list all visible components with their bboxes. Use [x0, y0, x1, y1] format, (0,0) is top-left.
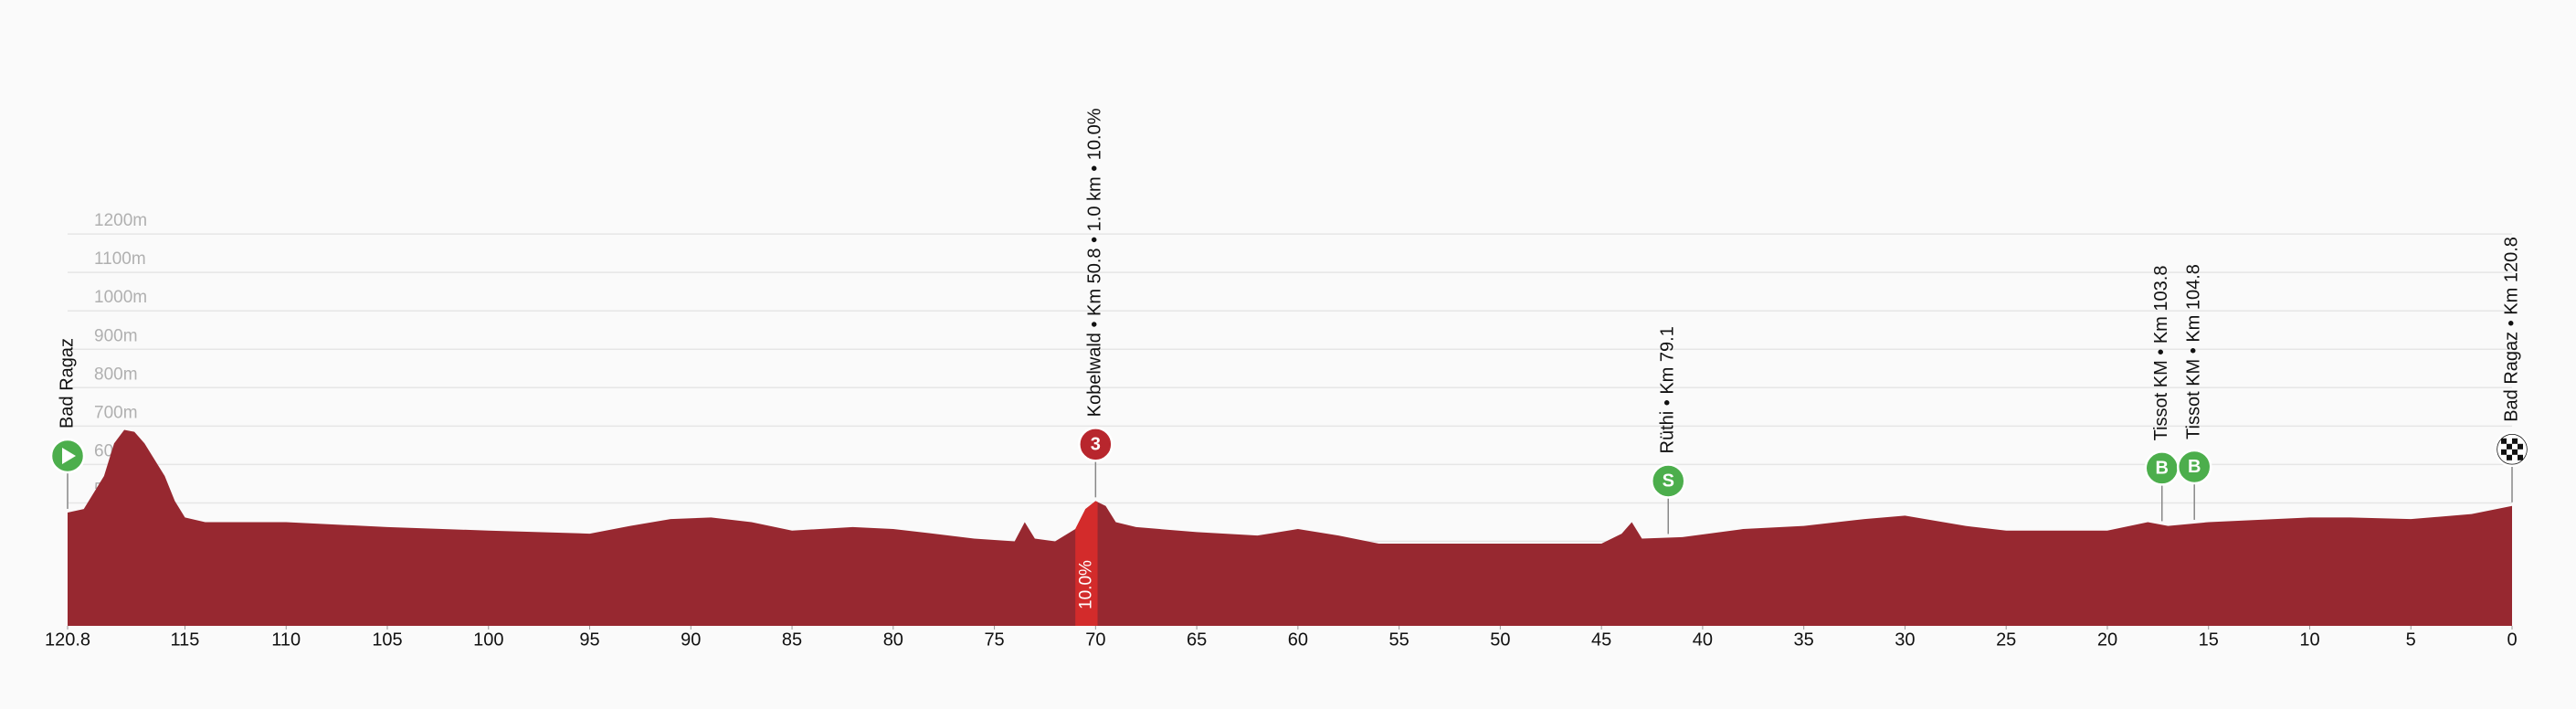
annotation-label: Tissot KM • Km 104.8 [2183, 264, 2203, 439]
x-tick-label: 110 [271, 630, 301, 650]
annotation-label: Kobelwald • Km 50.8 • 1.0 km • 10.0% [1085, 108, 1105, 417]
annotation: Bad Ragaz [49, 338, 86, 509]
x-tick-label: 20 [2097, 630, 2117, 650]
x-tick-label: 25 [1996, 630, 2016, 650]
y-tick-label: 900m [94, 326, 138, 345]
gradient-segment [1075, 501, 1098, 626]
annotation: 3 Kobelwald • Km 50.8 • 1.0 km • 10.0% [1078, 108, 1114, 498]
annotation-badge: 3 [1091, 435, 1101, 455]
annotation-marker [1650, 463, 1686, 499]
y-tick-label: 1100m [94, 249, 146, 269]
annotation-marker [1078, 427, 1114, 462]
x-tick-label: 75 [984, 630, 1004, 650]
finish-square [2518, 443, 2523, 450]
x-tick-label: 0 [2507, 630, 2517, 650]
finish-square [2507, 454, 2512, 460]
x-tick-label: 30 [1895, 630, 1915, 650]
x-tick-label: 50 [1490, 630, 1510, 650]
annotation: B Tissot KM • Km 103.8 [2144, 266, 2180, 522]
x-tick-label: 15 [2199, 630, 2219, 650]
annotation-label: Bad Ragaz [57, 338, 77, 429]
finish-square [2512, 438, 2518, 444]
x-tick-label: 5 [2406, 630, 2416, 650]
annotation-label: Rüthi • Km 79.1 [1658, 326, 1678, 453]
x-tick-label: 115 [171, 630, 200, 650]
x-tick-label: 80 [883, 630, 903, 650]
x-tick-label: 60 [1288, 630, 1308, 650]
x-tick-label: 10 [2299, 630, 2319, 650]
y-tick-label: 1000m [94, 288, 147, 307]
finish-square [2501, 438, 2507, 444]
annotation-badge: B [2156, 459, 2169, 479]
y-tick-label: 1200m [94, 211, 147, 230]
x-tick-label: 90 [681, 630, 701, 650]
x-tick-label: 95 [579, 630, 599, 650]
y-tick-label: 800m [94, 365, 138, 384]
x-tick-label: 65 [1187, 630, 1207, 650]
x-tick-label: 85 [782, 630, 802, 650]
x-tick-label: 120.8 [45, 630, 90, 650]
x-tick-label: 70 [1085, 630, 1105, 650]
annotation: S Rüthi • Km 79.1 [1650, 326, 1686, 534]
x-tick-label: 55 [1388, 630, 1409, 650]
annotation-label: Bad Ragaz • Km 120.8 [2501, 237, 2521, 422]
x-tick-label: 45 [1591, 630, 1611, 650]
finish-square [2507, 443, 2512, 450]
finish-square [2518, 454, 2523, 460]
annotation-badge: S [1663, 471, 1674, 492]
x-tick-label: 105 [372, 630, 402, 650]
x-tick-label: 100 [473, 630, 503, 650]
elevation-area [68, 429, 2512, 626]
gradient-label: 10.0% [1076, 560, 1095, 609]
start-icon [62, 447, 76, 464]
annotation: B Tissot KM • Km 104.8 [2176, 264, 2212, 520]
annotation-label: Tissot KM • Km 103.8 [2151, 266, 2171, 441]
annotation: Bad Ragaz • Km 120.8 [2494, 237, 2530, 503]
annotation-badge: B [2188, 457, 2201, 477]
finish-square [2512, 449, 2518, 455]
y-tick-label: 700m [94, 403, 138, 422]
annotation-marker [2176, 449, 2212, 485]
finish-square [2501, 449, 2507, 455]
x-tick-label: 40 [1693, 630, 1713, 650]
x-tick-label: 35 [1794, 630, 1814, 650]
